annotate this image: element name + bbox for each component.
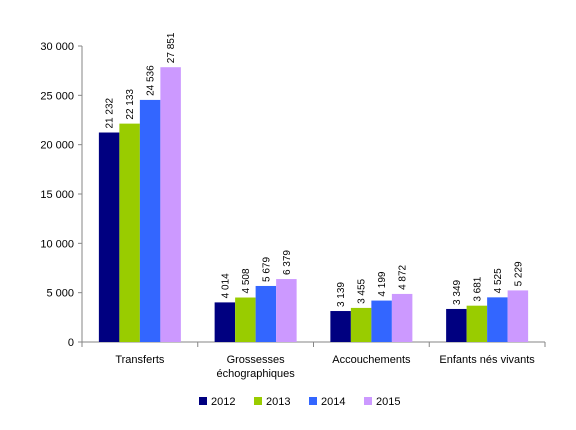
data-label: 4 199 <box>377 271 388 296</box>
bars-group <box>98 67 529 343</box>
bar-2012 <box>446 308 467 342</box>
legend-swatch-2014 <box>309 397 317 405</box>
bar-2014 <box>371 300 392 342</box>
bar-2013 <box>350 307 372 342</box>
y-tick-label: 10 000 <box>40 238 74 250</box>
legend-swatch-2012 <box>199 397 207 405</box>
data-label: 4 508 <box>241 268 252 293</box>
data-label: 4 014 <box>220 273 231 298</box>
data-label: 21 232 <box>105 97 116 128</box>
y-tick-label: 15 000 <box>40 189 74 201</box>
data-label: 3 139 <box>336 282 347 307</box>
legend-label: 2012 <box>211 396 235 408</box>
x-axis: Transferts Grossesses échographiques Accouc… <box>81 341 546 380</box>
y-axis: 0 5 000 10 000 15 000 20 000 25 000 30 000 <box>40 41 83 349</box>
data-label: 6 379 <box>282 250 293 275</box>
data-label: 4 525 <box>493 268 504 293</box>
data-label: 24 536 <box>146 65 157 96</box>
bar-2012 <box>214 302 236 342</box>
bar-2015 <box>507 290 529 342</box>
bar-2014 <box>255 285 277 342</box>
data-label: 22 133 <box>125 89 136 120</box>
data-label: 4 872 <box>398 264 409 289</box>
y-tick-label: 0 <box>68 337 74 349</box>
bar-2013 <box>466 305 488 342</box>
legend-label: 2015 <box>376 396 400 408</box>
data-label: 5 679 <box>261 257 272 282</box>
y-tick-label: 30 000 <box>40 41 74 53</box>
legend-swatch-2015 <box>364 397 372 405</box>
data-label: 3 681 <box>472 276 483 301</box>
legend-label: 2014 <box>321 396 345 408</box>
bar-2015 <box>391 293 413 342</box>
x-category-label: Grossesses échographiques <box>216 354 295 380</box>
x-category-label: Enfants nés vivants <box>439 354 535 366</box>
legend-swatch-2013 <box>254 397 262 405</box>
bar-2013 <box>119 123 140 342</box>
bar-2013 <box>235 297 256 342</box>
data-label: 27 851 <box>166 32 177 63</box>
x-category-label: Accouchements <box>332 354 411 366</box>
legend: 2012 2013 2014 2015 <box>199 396 400 408</box>
y-tick-label: 20 000 <box>40 140 74 152</box>
data-label: 3 349 <box>452 279 463 304</box>
bar-2012 <box>330 311 351 342</box>
y-tick-label: 25 000 <box>40 90 74 102</box>
x-category-label: Transferts <box>115 354 165 366</box>
data-label: 5 229 <box>513 261 524 286</box>
bar-2015 <box>276 279 297 342</box>
data-label: 3 455 <box>357 278 368 303</box>
bar-2012 <box>98 132 120 342</box>
y-tick-label: 5 000 <box>46 288 74 300</box>
bar-2014 <box>487 297 508 342</box>
data-labels-group: 21 232 22 133 24 536 27 851 4 014 4 508 5 679 6… <box>105 32 525 307</box>
bar-2015 <box>160 67 181 343</box>
legend-label: 2013 <box>266 396 290 408</box>
bar-2014 <box>139 99 161 342</box>
